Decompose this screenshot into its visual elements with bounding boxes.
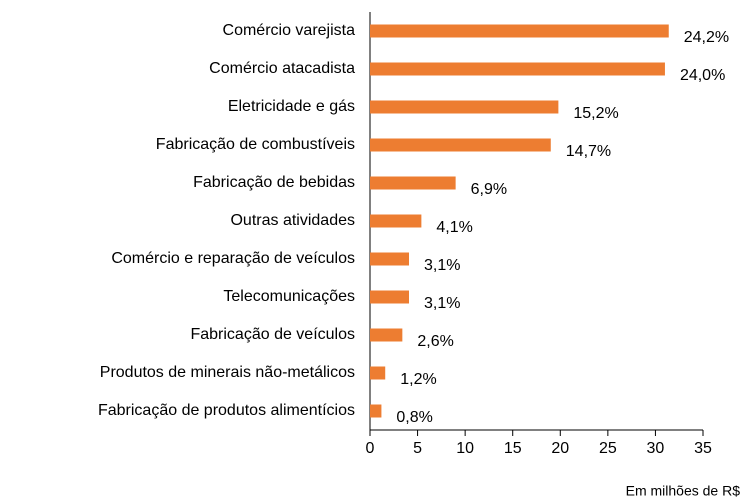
share-label: 4,1% (436, 219, 472, 236)
bar (370, 404, 382, 418)
category-label: Comércio varejista (223, 22, 356, 39)
category-label: Eletricidade e gás (228, 98, 355, 115)
category-label: Fabricação de bebidas (193, 174, 355, 191)
x-tick-label: 10 (456, 440, 474, 457)
category-label: Comércio atacadista (209, 60, 355, 77)
category-label: Fabricação de veículos (190, 326, 355, 343)
bar (370, 328, 403, 342)
category-label: Fabricação de produtos alimentícios (98, 402, 355, 419)
bar (370, 176, 456, 190)
share-label: 3,1% (424, 295, 460, 312)
bar (370, 290, 410, 304)
x-tick-label: 35 (694, 440, 712, 457)
x-tick-label: 5 (413, 440, 422, 457)
bar (370, 214, 422, 228)
share-label: 2,6% (417, 333, 453, 350)
share-label: 24,2% (684, 29, 729, 46)
x-tick-label: 30 (647, 440, 665, 457)
category-label: Comércio e reparação de veículos (111, 250, 355, 267)
bar (370, 24, 669, 38)
share-label: 6,9% (471, 181, 507, 198)
bar (370, 252, 410, 266)
category-label: Outras atividades (230, 212, 355, 229)
share-label: 0,8% (396, 409, 432, 426)
category-label: Fabricação de combustíveis (156, 136, 355, 153)
share-label: 24,0% (680, 67, 725, 84)
share-label: 3,1% (424, 257, 460, 274)
x-tick-label: 15 (504, 440, 522, 457)
bar (370, 366, 386, 380)
category-label: Telecomunicações (223, 288, 355, 305)
x-tick-label: 25 (599, 440, 617, 457)
x-tick-label: 20 (551, 440, 569, 457)
share-label: 15,2% (573, 105, 618, 122)
axis-note: Em milhões de R$ (626, 483, 741, 499)
x-tick-label: 0 (366, 440, 375, 457)
share-label: 14,7% (566, 143, 611, 160)
category-label: Produtos de minerais não-metálicos (100, 364, 355, 381)
share-label: 1,2% (400, 371, 436, 388)
bar (370, 62, 665, 76)
bar (370, 138, 551, 152)
bar (370, 100, 559, 114)
